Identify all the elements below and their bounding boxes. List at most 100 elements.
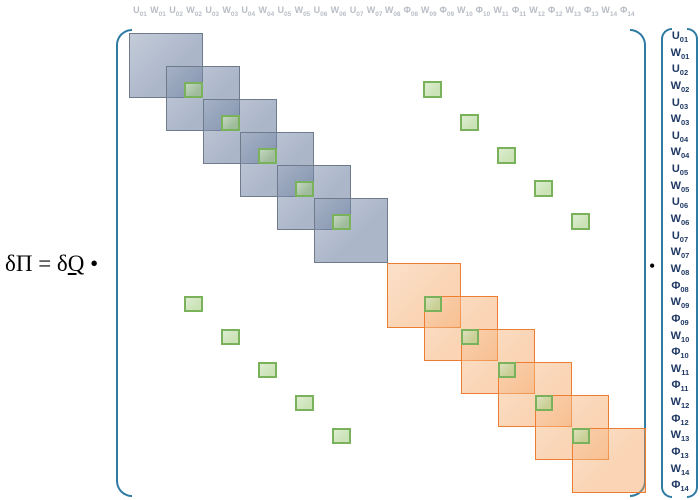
row-label-text: U06 bbox=[671, 196, 689, 211]
column-label-subscript: 04 bbox=[266, 10, 275, 18]
column-label-subscript: 13 bbox=[573, 10, 582, 18]
column-label-subscript: 14 bbox=[609, 10, 618, 18]
row-label-text-subscript: 09 bbox=[680, 318, 689, 328]
row-label: U07 bbox=[663, 230, 697, 244]
column-label-subscript: 01 bbox=[139, 10, 147, 18]
row-label: U05 bbox=[663, 164, 697, 177]
row-label: Φ13 bbox=[663, 447, 697, 460]
equation-prefix: δΠ = δ bbox=[5, 251, 68, 276]
coupling-square-blue-chain bbox=[258, 148, 277, 164]
row-label-text: Φ14 bbox=[671, 479, 689, 494]
row-label-text-subscript: 05 bbox=[681, 184, 690, 194]
row-label-text: W08 bbox=[670, 262, 690, 278]
row-label-text: W10 bbox=[670, 329, 690, 344]
column-label-subscript: 06 bbox=[320, 10, 328, 18]
row-label: W07 bbox=[663, 247, 697, 260]
column-label: Φ13 bbox=[583, 5, 599, 18]
row-label-text-subscript: 06 bbox=[679, 201, 689, 211]
coupling-square-upper-right bbox=[497, 147, 516, 164]
coupling-square-orange-chain bbox=[535, 395, 553, 411]
row-label-text: W12 bbox=[670, 396, 690, 411]
matrix-left-bracket bbox=[116, 29, 132, 497]
row-label-text: W07 bbox=[670, 246, 690, 261]
row-label: U06 bbox=[663, 197, 697, 210]
column-label: W01 bbox=[150, 5, 166, 18]
equation: δΠ = δQ • bbox=[5, 251, 110, 277]
equation-q-underlined: Q bbox=[67, 251, 85, 276]
column-label-subscript: 07 bbox=[375, 10, 383, 18]
row-label-text-subscript: 11 bbox=[680, 384, 689, 394]
row-label: U02 bbox=[663, 64, 697, 77]
row-label-text: U03 bbox=[671, 96, 689, 111]
row-label-text: W05 bbox=[670, 179, 690, 194]
row-label-text: Φ11 bbox=[671, 379, 689, 394]
coupling-square-blue-chain bbox=[221, 115, 240, 131]
coupling-square-lower-left bbox=[258, 362, 277, 378]
column-label-subscript: 10 bbox=[483, 10, 491, 18]
row-label-text-subscript: 03 bbox=[681, 118, 690, 128]
row-label-text: W09 bbox=[670, 296, 690, 311]
row-label: W09 bbox=[663, 297, 697, 310]
row-label-text-subscript: 11 bbox=[681, 368, 690, 377]
row-label-text-subscript: 10 bbox=[680, 351, 689, 361]
orange-diagonal-block bbox=[572, 428, 646, 493]
row-label-text: U05 bbox=[671, 163, 689, 178]
row-label-text-subscript: 07 bbox=[681, 251, 690, 261]
coupling-square-lower-left bbox=[332, 428, 351, 444]
coupling-square-blue-chain bbox=[295, 181, 314, 197]
row-label-text: U02 bbox=[671, 63, 689, 78]
column-label: Φ09 bbox=[439, 5, 455, 18]
row-label: W11 bbox=[663, 363, 697, 377]
row-label-text-subscript: 01 bbox=[679, 35, 689, 45]
coupling-square-orange-chain bbox=[572, 428, 590, 444]
row-label: W04 bbox=[663, 147, 697, 160]
column-label-subscript: 11 bbox=[501, 10, 509, 18]
column-label-subscript: 12 bbox=[555, 10, 563, 18]
row-label: U01 bbox=[663, 31, 697, 44]
column-label-subscript: 01 bbox=[158, 10, 166, 18]
column-label: Φ11 bbox=[511, 5, 527, 18]
column-label-subscript: 03 bbox=[211, 10, 220, 18]
column-label: W14 bbox=[601, 5, 618, 18]
column-label: Φ10 bbox=[475, 5, 491, 18]
row-label: Φ12 bbox=[663, 413, 697, 427]
column-label: U06 bbox=[313, 5, 328, 18]
column-label-subscript: 10 bbox=[465, 10, 473, 18]
column-label: Φ14 bbox=[620, 5, 635, 18]
column-label: U04 bbox=[241, 5, 256, 18]
coupling-square-upper-right bbox=[534, 180, 553, 197]
coupling-square-orange-chain bbox=[461, 329, 479, 345]
equation-dot: • bbox=[84, 251, 99, 276]
row-label: W03 bbox=[663, 114, 697, 127]
row-label-text-subscript: 12 bbox=[680, 417, 689, 427]
column-label-subscript: 03 bbox=[230, 10, 239, 18]
row-label-text: Φ08 bbox=[671, 279, 689, 294]
row-label-text-subscript: 13 bbox=[681, 434, 690, 444]
coupling-square-orange-chain bbox=[424, 296, 442, 312]
row-label-text: Φ10 bbox=[671, 346, 689, 361]
row-label: W02 bbox=[663, 80, 697, 94]
column-label-subscript: 12 bbox=[537, 10, 545, 18]
row-label-text-subscript: 13 bbox=[680, 451, 689, 461]
coupling-square-upper-right bbox=[571, 213, 590, 230]
row-label: W14 bbox=[663, 463, 697, 477]
vector-left-bracket bbox=[661, 28, 672, 498]
row-label-text: W03 bbox=[670, 113, 690, 128]
column-label-subscript: 02 bbox=[194, 10, 202, 18]
row-label: Φ11 bbox=[663, 380, 697, 393]
coupling-square-blue-chain bbox=[332, 214, 351, 230]
coupling-square-lower-left bbox=[184, 296, 203, 312]
column-label-subscript: 08 bbox=[410, 10, 419, 18]
row-label-text-subscript: 12 bbox=[681, 401, 690, 411]
column-label: Φ08 bbox=[403, 5, 419, 18]
column-label: W09 bbox=[420, 5, 437, 18]
coupling-square-lower-left bbox=[221, 329, 240, 345]
column-label-subscript: 06 bbox=[339, 10, 347, 18]
column-label-subscript: 04 bbox=[247, 10, 256, 18]
column-label: W10 bbox=[457, 5, 473, 18]
column-label: W07 bbox=[366, 5, 383, 18]
column-label-subscript: 09 bbox=[446, 10, 455, 18]
row-label-text-subscript: 02 bbox=[679, 68, 689, 78]
column-label: U03 bbox=[205, 5, 220, 18]
column-label-subscript: 05 bbox=[303, 10, 311, 18]
